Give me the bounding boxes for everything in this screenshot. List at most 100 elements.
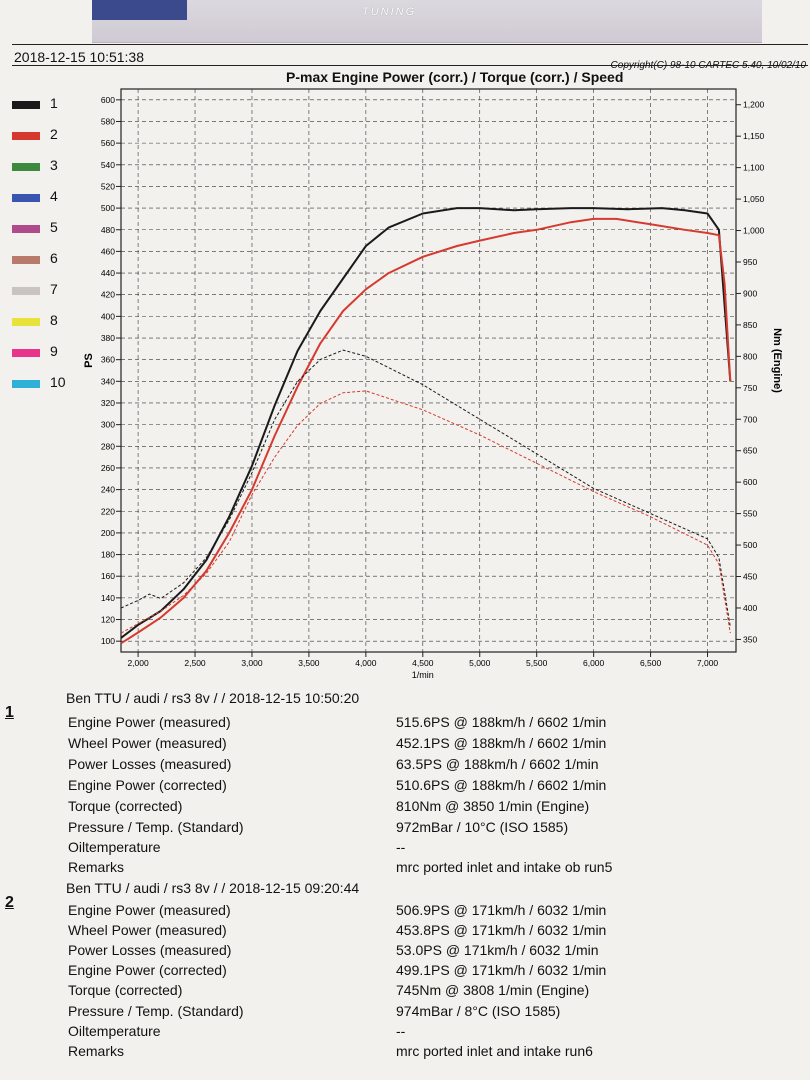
result-value: 810Nm @ 3850 1/min (Engine) (396, 798, 590, 814)
result-row: Pressure / Temp. (Standard) 974mBar / 8°C… (0, 1003, 810, 1023)
dyno-chart: 100 120 140 160 180 200 220 240 260 280 300 320 340 3… (83, 88, 783, 680)
run-title: Ben TTU / audi / rs3 8v / / 2018-12-15 1… (66, 690, 360, 706)
y2-tick-label: 1,150 (743, 131, 765, 141)
y-tick-label: 220 (101, 506, 115, 516)
legend-item: 8 (12, 312, 92, 332)
y-tick-label: 280 (101, 441, 115, 451)
copyright-text: Copyright(C) 98-10 CARTEC 5.40, 10/02/10 (610, 60, 806, 71)
y-tick-label: 180 (101, 550, 115, 560)
run-title: Ben TTU / audi / rs3 8v / / 2018-12-15 0… (66, 880, 360, 896)
y-tick-label: 460 (101, 246, 115, 256)
result-value: 745Nm @ 3808 1/min (Engine) (396, 982, 590, 998)
y-tick-label: 160 (101, 571, 115, 581)
legend-label: 10 (50, 374, 66, 390)
result-label: Oiltemperature (68, 1023, 161, 1039)
result-label: Pressure / Temp. (Standard) (68, 819, 244, 835)
y2-tick-label: 1,100 (743, 163, 765, 173)
y-tick-label: 480 (101, 225, 115, 235)
result-value: 515.6PS @ 188km/h / 6602 1/min (396, 714, 607, 730)
result-label: Wheel Power (measured) (68, 735, 227, 751)
x-tick-label: 3,000 (241, 658, 263, 668)
print-timestamp: 2018-12-15 10:51:38 (14, 49, 144, 65)
header-rule-2 (12, 65, 808, 66)
result-value: -- (396, 1023, 406, 1039)
result-label: Power Losses (measured) (68, 942, 232, 958)
x-tick-label: 2,000 (127, 658, 149, 668)
y2-tick-label: 800 (743, 351, 757, 361)
y-tick-label: 240 (101, 485, 115, 495)
result-value: 506.9PS @ 171km/h / 6032 1/min (396, 902, 607, 918)
legend-label: 2 (50, 126, 58, 142)
legend-label: 7 (50, 281, 58, 297)
chart-series (120, 207, 732, 645)
result-row: Torque (corrected) 745Nm @ 3808 1/min (En… (0, 982, 810, 1002)
legend-label: 6 (50, 250, 58, 266)
legend-swatch (12, 318, 40, 326)
result-label: Pressure / Temp. (Standard) (68, 1003, 244, 1019)
y-tick-label: 520 (101, 181, 115, 191)
plot-frame (120, 88, 737, 653)
legend-item: 7 (12, 281, 92, 301)
y-tick-label: 360 (101, 355, 115, 365)
result-row: Remarks mrc ported inlet and intake ob ru… (0, 859, 810, 879)
y2-tick-label: 700 (743, 414, 757, 424)
legend-item: 1 (12, 95, 92, 115)
chart-grid (121, 89, 736, 652)
y-tick-label: 560 (101, 138, 115, 148)
y2-tick-label: 600 (743, 477, 757, 487)
y-tick-label: 380 (101, 333, 115, 343)
brand-text: TUNING (362, 6, 417, 18)
result-row: Remarks mrc ported inlet and intake run6 (0, 1043, 810, 1063)
brand-logo (92, 0, 187, 20)
y2-tick-label: 450 (743, 572, 757, 582)
y-tick-label: 100 (101, 636, 115, 646)
result-row: Engine Power (corrected) 510.6PS @ 188km/… (0, 777, 810, 797)
legend-item: 2 (12, 126, 92, 146)
legend-label: 3 (50, 157, 58, 173)
y-tick-label: 200 (101, 528, 115, 538)
y2-tick-label: 1,050 (743, 194, 765, 204)
result-row: Engine Power (measured) 506.9PS @ 171km/h… (0, 902, 810, 922)
result-value: 499.1PS @ 171km/h / 6032 1/min (396, 962, 607, 978)
result-label: Engine Power (corrected) (68, 962, 227, 978)
series-line-1-torque (120, 349, 731, 627)
result-row: Oiltemperature -- (0, 839, 810, 859)
x-axis-label: 1/min (412, 670, 434, 680)
x-tick-label: 4,000 (355, 658, 377, 668)
y-tick-label: 540 (101, 160, 115, 170)
y-tick-label: 140 (101, 593, 115, 603)
result-row: Power Losses (measured) 63.5PS @ 188km/h … (0, 756, 810, 776)
y2-tick-label: 650 (743, 446, 757, 456)
run-number: 1 (5, 704, 14, 721)
series-line-2-power (120, 217, 732, 645)
result-row: Wheel Power (measured) 453.8PS @ 171km/h … (0, 922, 810, 942)
header-rule (12, 44, 808, 45)
x-tick-label: 6,000 (583, 658, 605, 668)
y-tick-label: 500 (101, 203, 115, 213)
x-tick-label: 5,000 (469, 658, 491, 668)
result-value: mrc ported inlet and intake ob run5 (396, 859, 613, 875)
legend-swatch (12, 132, 40, 140)
x-tick-label: 5,500 (526, 658, 548, 668)
result-row: Engine Power (corrected) 499.1PS @ 171km/… (0, 962, 810, 982)
y-tick-label: 120 (101, 615, 115, 625)
result-label: Torque (corrected) (68, 982, 183, 998)
legend-swatch (12, 256, 40, 264)
y2-tick-label: 350 (743, 634, 757, 644)
result-value: 972mBar / 10°C (ISO 1585) (396, 819, 569, 835)
legend-swatch (12, 194, 40, 202)
y-tick-label: 300 (101, 420, 115, 430)
result-row: Torque (corrected) 810Nm @ 3850 1/min (En… (0, 798, 810, 818)
result-label: Power Losses (measured) (68, 756, 232, 772)
legend-item: 3 (12, 157, 92, 177)
y2-tick-label: 900 (743, 288, 757, 298)
result-value: 452.1PS @ 188km/h / 6602 1/min (396, 735, 607, 751)
legend-swatch (12, 349, 40, 357)
y2-tick-label: 750 (743, 383, 757, 393)
legend-swatch (12, 163, 40, 171)
result-label: Engine Power (measured) (68, 714, 231, 730)
result-value: 510.6PS @ 188km/h / 6602 1/min (396, 777, 607, 793)
y-axis-label: PS (83, 353, 95, 368)
y2-axis-label: Nm (Engine) (771, 328, 783, 393)
result-label: Engine Power (corrected) (68, 777, 227, 793)
